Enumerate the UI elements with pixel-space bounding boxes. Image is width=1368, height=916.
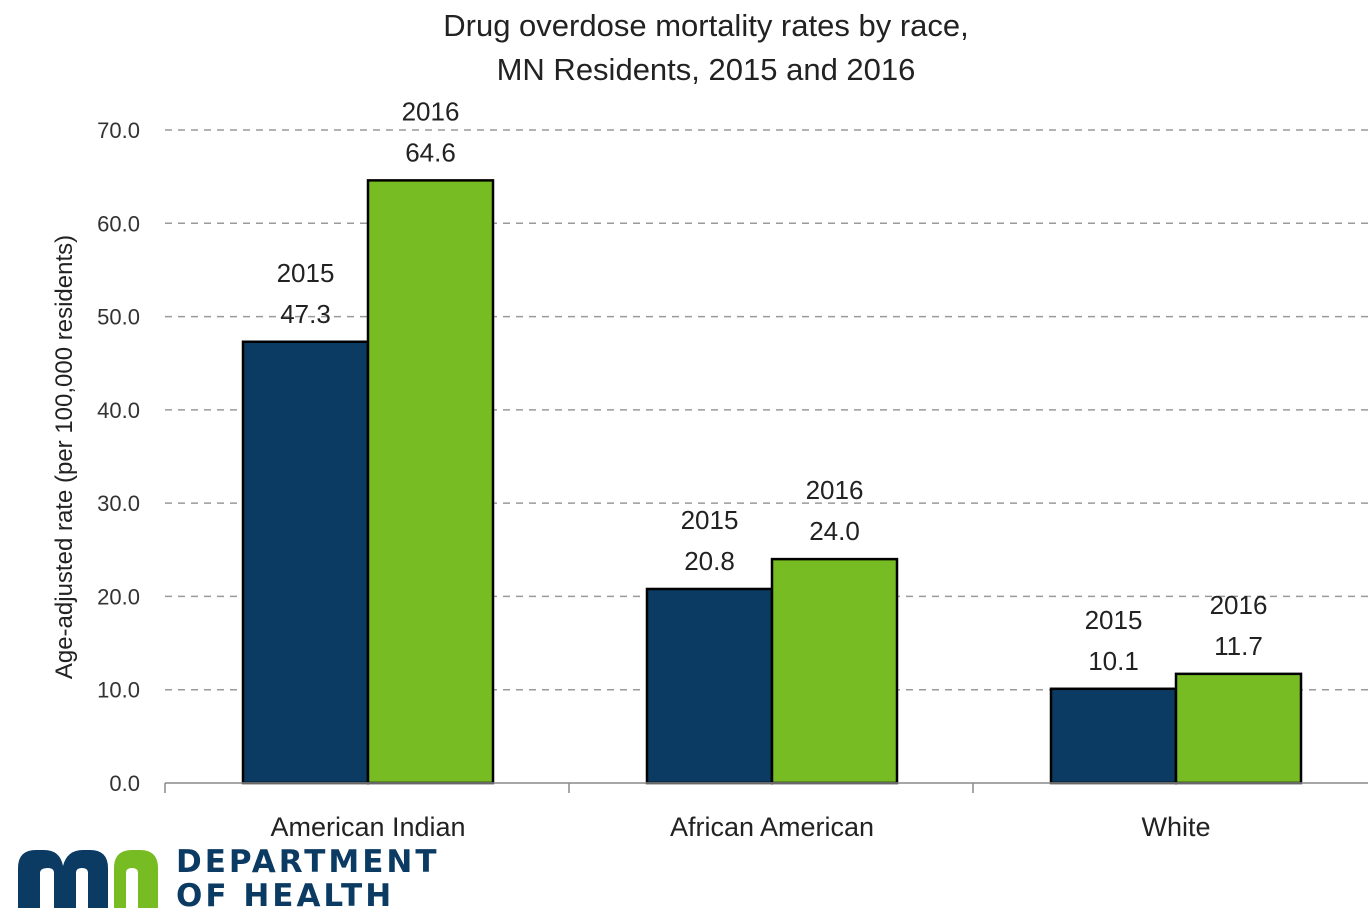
y-tick-label: 20.0 (97, 584, 140, 609)
bars (241, 179, 1303, 785)
bar-2015-0 (241, 340, 370, 785)
category-labels: American Indian African American White (270, 812, 1210, 842)
y-tick-label: 50.0 (97, 305, 140, 330)
logo-line-1: DEPARTMENT (176, 844, 440, 880)
y-tick-labels: 0.0 10.0 20.0 30.0 40.0 50.0 60.0 70.0 (97, 118, 140, 796)
category-label: African American (670, 812, 874, 842)
bar-2016-2 (1174, 672, 1303, 785)
logo-line-2: OF HEALTH (176, 878, 394, 914)
bar-2016-0 (366, 179, 495, 785)
x-axis (164, 782, 1368, 793)
chart-title-line-1: Drug overdose mortality rates by race, (443, 8, 969, 43)
bar-2016-1 (770, 557, 899, 785)
bar-year-label: 2015 (1085, 605, 1143, 635)
category-label: American Indian (270, 812, 465, 842)
chart-title: Drug overdose mortality rates by race, M… (443, 8, 969, 87)
bar-year-label: 2016 (806, 475, 864, 505)
y-tick-label: 60.0 (97, 211, 140, 236)
chart-title-line-2: MN Residents, 2015 and 2016 (497, 52, 916, 87)
bar-year-label: 2016 (402, 96, 460, 126)
department-of-health-logo: DEPARTMENT OF HEALTH (18, 844, 440, 914)
y-tick-label: 70.0 (97, 118, 140, 143)
y-tick-label: 40.0 (97, 398, 140, 423)
bar-2015-2 (1049, 687, 1178, 785)
bar-value-label: 47.3 (280, 299, 331, 329)
category-label: White (1141, 812, 1210, 842)
bar-2015-1 (645, 587, 774, 785)
bar-year-label: 2016 (1210, 590, 1268, 620)
mn-logo-mark (18, 850, 158, 908)
bar-year-label: 2015 (681, 505, 739, 535)
bar-value-label: 11.7 (1214, 631, 1263, 661)
bar-value-label: 20.8 (684, 546, 735, 576)
data-labels: 2015 47.3 2016 64.6 2015 20.8 2016 24.0 2015 10.1… (277, 96, 1268, 675)
y-tick-label: 0.0 (109, 771, 140, 796)
y-tick-label: 10.0 (97, 678, 140, 703)
bar-value-label: 24.0 (809, 516, 860, 546)
bar-value-label: 64.6 (405, 137, 456, 167)
y-axis-label: Age-adjusted rate (per 100,000 residents… (51, 235, 78, 679)
bar-value-label: 10.1 (1088, 646, 1139, 676)
bar-year-label: 2015 (277, 258, 335, 288)
y-tick-label: 30.0 (97, 491, 140, 516)
